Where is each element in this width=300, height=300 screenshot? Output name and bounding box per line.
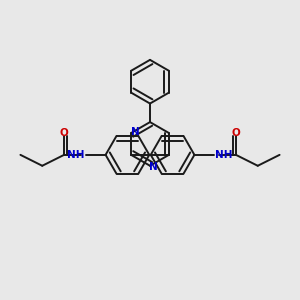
Text: O: O — [232, 128, 240, 138]
Text: N: N — [131, 127, 140, 137]
Text: NH: NH — [215, 150, 233, 160]
Text: O: O — [60, 128, 68, 138]
Text: NH: NH — [67, 150, 85, 160]
Text: N: N — [149, 162, 158, 172]
